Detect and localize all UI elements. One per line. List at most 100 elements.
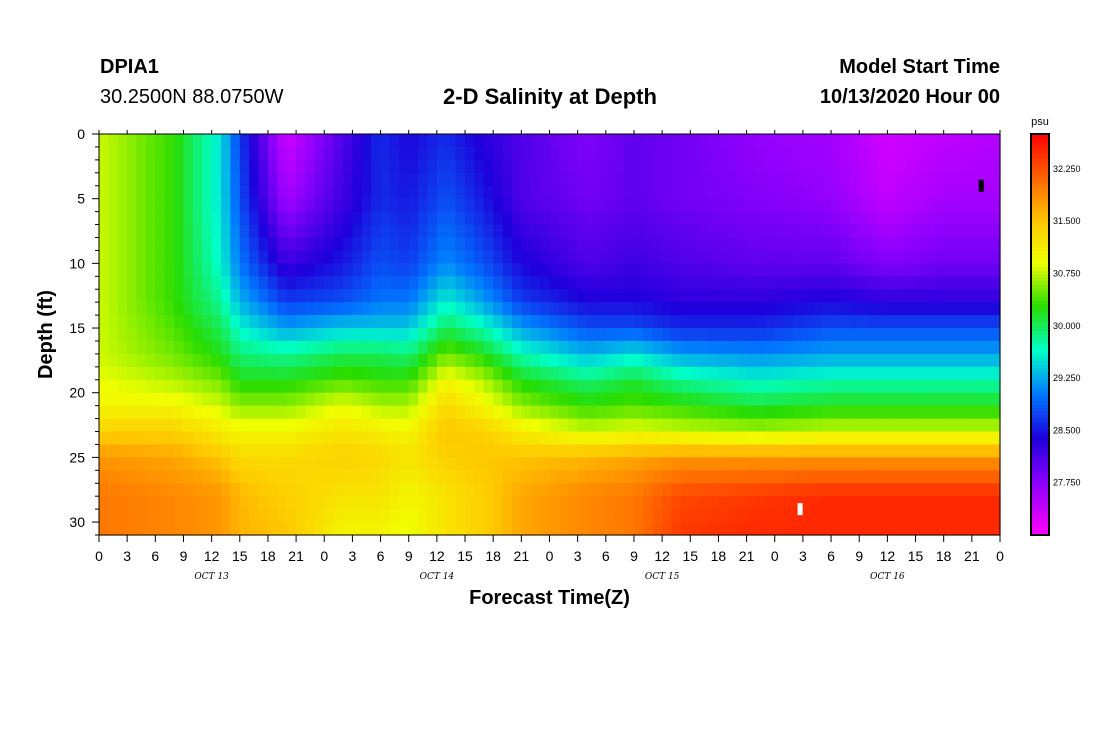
heatmap-cell — [680, 185, 691, 200]
heatmap-cell — [277, 198, 288, 213]
heatmap-cell — [239, 328, 250, 342]
heatmap-cell — [577, 302, 588, 316]
heatmap-cell — [953, 340, 964, 355]
heatmap-cell — [239, 483, 250, 497]
colorbar-step — [1031, 287, 1049, 292]
heatmap-cell — [577, 444, 588, 458]
heatmap-cell — [699, 418, 710, 433]
heatmap-cell — [540, 483, 551, 497]
heatmap-cell — [727, 315, 738, 329]
heatmap-cell — [981, 509, 992, 523]
heatmap-cell — [408, 470, 419, 484]
heatmap-cell — [587, 211, 598, 226]
heatmap-cell — [286, 276, 297, 290]
heatmap-cell — [427, 470, 438, 484]
heatmap-cell — [202, 496, 213, 510]
heatmap-cell — [418, 522, 429, 536]
heatmap-cell — [680, 159, 691, 174]
heatmap-cell — [249, 302, 260, 316]
heatmap-cell — [802, 353, 813, 368]
heatmap-cell — [821, 159, 832, 174]
heatmap-cell — [493, 315, 504, 329]
heatmap-cell — [652, 198, 663, 213]
heatmap-cell — [558, 328, 569, 342]
heatmap-cell — [286, 483, 297, 497]
heatmap-cell — [727, 366, 738, 381]
heatmap-cell — [755, 509, 766, 523]
heatmap-cell — [418, 172, 429, 187]
heatmap-cell — [399, 379, 410, 394]
heatmap-cell — [793, 159, 804, 174]
heatmap-cell — [868, 276, 879, 290]
heatmap-cell — [324, 431, 335, 446]
heatmap-cell — [633, 340, 644, 355]
heatmap-cell — [314, 134, 325, 148]
heatmap-cell — [267, 263, 278, 277]
heatmap-cell — [127, 289, 138, 303]
heatmap-cell — [183, 444, 194, 458]
heatmap-cell — [943, 198, 954, 213]
colorbar-step — [1031, 134, 1049, 138]
heatmap-cell — [305, 302, 316, 316]
heatmap-cell — [981, 328, 992, 342]
heatmap-cell — [399, 159, 410, 174]
heatmap-cell — [127, 134, 138, 148]
heatmap-cell — [483, 250, 494, 264]
heatmap-cell — [784, 289, 795, 303]
heatmap-cell — [896, 379, 907, 394]
heatmap-cell — [680, 379, 691, 394]
heatmap-cell — [258, 522, 269, 536]
heatmap-cell — [493, 146, 504, 161]
heatmap-cell — [483, 315, 494, 329]
heatmap-cell — [699, 522, 710, 536]
heatmap-cell — [427, 172, 438, 187]
colorbar-step — [1031, 304, 1049, 309]
heatmap-cell — [718, 289, 729, 303]
heatmap-cell — [849, 366, 860, 381]
heatmap-cell — [446, 483, 457, 497]
heatmap-cell — [934, 470, 945, 484]
heatmap-cell — [183, 431, 194, 446]
heatmap-cell — [558, 496, 569, 510]
heatmap-cell — [802, 289, 813, 303]
heatmap-cell — [643, 211, 654, 226]
x-tick-label: 15 — [682, 548, 698, 564]
heatmap-cell — [465, 457, 476, 471]
heatmap-cell — [399, 509, 410, 523]
heatmap-cell — [934, 379, 945, 394]
heatmap-cell — [840, 379, 851, 394]
heatmap-cell — [802, 224, 813, 239]
colorbar-step — [1031, 264, 1049, 269]
y-tick-label: 25 — [69, 449, 85, 465]
heatmap-cell — [117, 444, 128, 458]
heatmap-cell — [718, 405, 729, 420]
heatmap-cell — [568, 379, 579, 394]
heatmap-cell — [962, 522, 973, 536]
heatmap-cell — [502, 172, 513, 187]
heatmap-cell — [361, 250, 372, 264]
heatmap-cell — [389, 392, 400, 407]
heatmap-cell — [324, 496, 335, 510]
heatmap-cell — [361, 470, 372, 484]
heatmap-cell — [680, 315, 691, 329]
x-day-label: OCT 16 — [870, 572, 905, 582]
heatmap-cell — [587, 444, 598, 458]
colorbar-step — [1031, 357, 1049, 362]
heatmap-cell — [727, 172, 738, 187]
heatmap-cell — [680, 418, 691, 433]
heatmap-cell — [286, 392, 297, 407]
heatmap-cell — [333, 276, 344, 290]
heatmap-cell — [530, 263, 541, 277]
heatmap-cell — [596, 224, 607, 239]
heatmap-cell — [868, 237, 879, 252]
heatmap-cell — [183, 276, 194, 290]
heatmap-cell — [652, 211, 663, 226]
heatmap-cell — [239, 444, 250, 458]
heatmap-cell — [877, 431, 888, 446]
heatmap-cell — [202, 134, 213, 148]
heatmap-cell — [117, 159, 128, 174]
heatmap-cell — [727, 276, 738, 290]
heatmap-cell — [361, 198, 372, 213]
heatmap-cell — [174, 509, 185, 523]
heatmap-cell — [136, 198, 147, 213]
